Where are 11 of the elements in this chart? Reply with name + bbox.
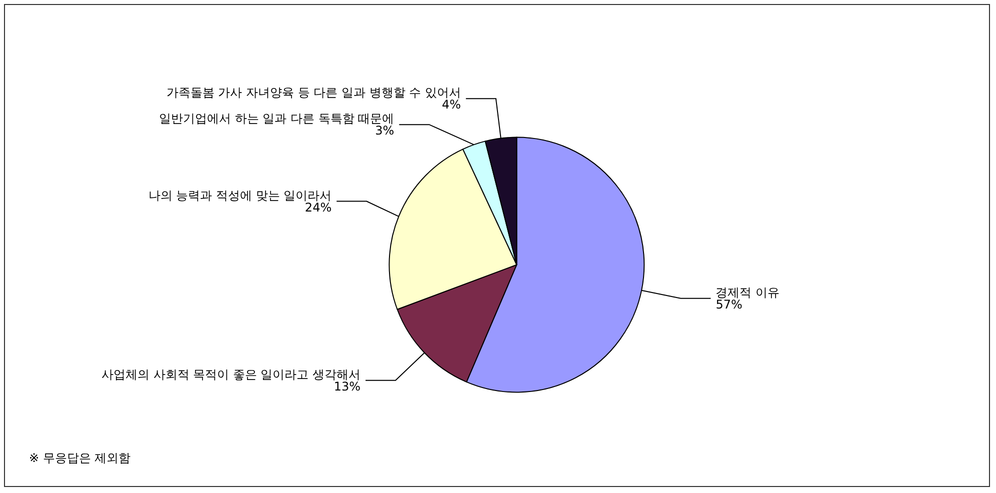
slice-label: 나의 능력과 적성에 맞는 일이라서 — [148, 188, 332, 202]
slice-label: 사업체의 사회적 목적이 좋은 일이라고 생각해서 — [101, 367, 361, 382]
data-label: 13% — [334, 379, 361, 394]
slice-label: 가족돌봄 가사 자녀양육 등 다른 일과 병행할 수 있어서 — [166, 86, 461, 100]
data-label: 57% — [716, 297, 742, 312]
slice-label: 경제적 이유 — [716, 285, 780, 300]
text: ※ 무응답은 제외함 — [29, 451, 131, 465]
data-label: 4% — [442, 98, 461, 112]
data-label: 3% — [375, 124, 394, 138]
data-label: 24% — [304, 200, 332, 214]
slice-label: 일반기업에서 하는 일과 다른 독특함 때문에 — [159, 112, 394, 126]
